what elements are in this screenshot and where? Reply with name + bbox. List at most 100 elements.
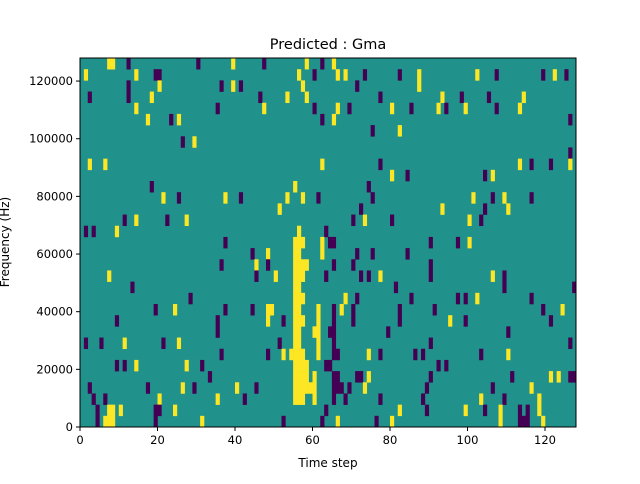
- heatmap-cell-high: [362, 382, 368, 394]
- heatmap-cell-high: [362, 214, 368, 227]
- heatmap-cell-high: [463, 404, 468, 417]
- heatmap-cell-low: [378, 393, 383, 405]
- heatmap-cell-high: [176, 113, 182, 126]
- heatmap-cell-high: [568, 158, 573, 171]
- heatmap-cell-low: [463, 292, 468, 305]
- heatmap-cell-high: [506, 348, 511, 361]
- heatmap-cell-low: [339, 382, 344, 394]
- heatmap-cell-high: [304, 91, 309, 104]
- heatmap-cell-low: [525, 404, 530, 417]
- heatmap-cell-low: [351, 304, 356, 316]
- heatmap-cell-high: [397, 404, 402, 417]
- heatmap-cell-low: [510, 371, 515, 383]
- heatmap-cell-low: [254, 270, 259, 282]
- heatmap-cell-low: [378, 158, 383, 171]
- heatmap-cell-low: [130, 281, 135, 294]
- heatmap-cell-low: [238, 80, 244, 92]
- heatmap-cell-high: [114, 225, 120, 238]
- heatmap-cell-low: [428, 236, 433, 249]
- heatmap-cell-low: [95, 415, 100, 428]
- heatmap-cell-low: [370, 248, 375, 260]
- heatmap-cell-high: [293, 248, 298, 260]
- heatmap-cell-low: [390, 214, 395, 227]
- heatmap-cell-low: [409, 102, 414, 115]
- heatmap-cell-high: [343, 292, 348, 305]
- heatmap-cell-high: [184, 359, 189, 372]
- heatmap-cells: [80, 58, 577, 428]
- heatmap-cell-high: [463, 102, 468, 115]
- heatmap-cell-low: [331, 337, 337, 350]
- heatmap-cell-high: [316, 337, 321, 350]
- heatmap-cell-low: [281, 315, 286, 327]
- heatmap-cell-high: [312, 393, 317, 405]
- heatmap-cell-high: [312, 326, 317, 338]
- heatmap-cell-low: [355, 371, 360, 383]
- heatmap-cell-low: [428, 337, 433, 350]
- heatmap-cell-high: [285, 192, 290, 204]
- heatmap-cell-high: [335, 69, 340, 81]
- heatmap-cell-high: [300, 80, 306, 92]
- heatmap-cell-high: [297, 69, 302, 81]
- heatmap-cell-high: [200, 415, 205, 428]
- y-tick-label: 120000: [29, 74, 73, 88]
- heatmap-cell-high: [223, 192, 228, 204]
- heatmap-cell-low: [192, 382, 197, 394]
- heatmap-cell-high: [266, 304, 271, 316]
- heatmap-cell-high: [312, 382, 317, 394]
- heatmap-cell-low: [161, 337, 166, 350]
- heatmap-cell-high: [107, 415, 112, 428]
- heatmap-cell-high: [134, 214, 139, 227]
- heatmap-cell-low: [444, 359, 449, 372]
- heatmap-cell-high: [378, 270, 383, 282]
- x-tick-label: 0: [76, 433, 83, 447]
- heatmap-cell-high: [440, 203, 445, 215]
- y-tick-label: 100000: [29, 132, 73, 146]
- heatmap-cell-high: [297, 359, 302, 372]
- heatmap-cell-high: [107, 270, 112, 282]
- heatmap-cell-high: [417, 80, 422, 92]
- heatmap-cell-low: [223, 236, 228, 249]
- heatmap-cell-low: [568, 147, 573, 159]
- heatmap-cell-high: [161, 192, 166, 204]
- heatmap-cell-high: [297, 315, 302, 327]
- heatmap-cell-high: [467, 236, 472, 249]
- heatmap-cell-low: [153, 304, 158, 316]
- heatmap-cell-high: [83, 69, 89, 81]
- heatmap-cell-high: [308, 382, 313, 394]
- heatmap-cell-high: [316, 348, 321, 361]
- heatmap-cell-high: [297, 337, 302, 350]
- heatmap-cell-high: [293, 259, 298, 271]
- heatmap-cell-low: [153, 69, 158, 81]
- heatmap-cell-high: [548, 371, 554, 383]
- heatmap-cell-high: [157, 393, 162, 405]
- heatmap-cell-high: [118, 404, 123, 417]
- heatmap-cell-high: [300, 348, 306, 361]
- heatmap-cell-low: [335, 382, 340, 394]
- heatmap-cell-high: [517, 158, 523, 171]
- heatmap-cell-low: [91, 225, 96, 238]
- heatmap-cell-low: [483, 203, 488, 215]
- heatmap-cell-low: [494, 102, 499, 115]
- heatmap-cell-high: [304, 371, 309, 383]
- y-tick-label: 40000: [36, 305, 73, 319]
- heatmap-cell-low: [122, 359, 127, 372]
- heatmap-cell-high: [145, 113, 151, 126]
- heatmap-cell-high: [541, 415, 546, 428]
- heatmap-cell-low: [331, 326, 337, 338]
- heatmap-cell-low: [331, 259, 337, 271]
- heatmap-cell-low: [568, 337, 573, 350]
- x-axis-label: Time step: [297, 456, 357, 470]
- heatmap-cell-high: [498, 404, 503, 417]
- heatmap-cell-low: [413, 348, 418, 361]
- heatmap-cell-low: [215, 315, 220, 327]
- heatmap-cell-low: [568, 113, 573, 126]
- heatmap-cell-high: [103, 415, 108, 428]
- heatmap-cell-high: [215, 393, 220, 405]
- heatmap-cell-low: [87, 91, 92, 104]
- heatmap-cell-low: [486, 91, 492, 104]
- heatmap-cell-high: [297, 281, 302, 294]
- heatmap-cell-low: [114, 359, 120, 372]
- heatmap-cell-low: [324, 270, 329, 282]
- heatmap-cell-low: [157, 404, 162, 417]
